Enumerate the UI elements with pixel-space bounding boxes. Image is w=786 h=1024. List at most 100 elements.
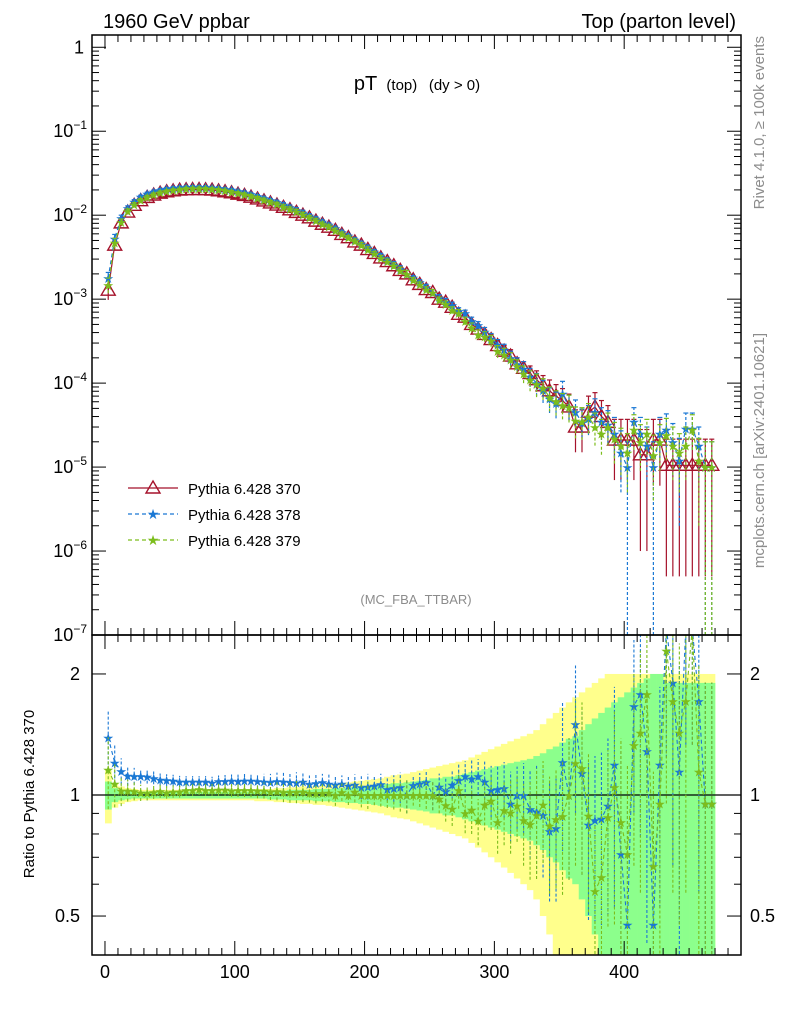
data-point — [366, 245, 383, 260]
ratio-point: ★ — [265, 785, 277, 800]
y-tick-label-exp: −1 — [73, 118, 87, 132]
ratio-point: ★ — [615, 848, 627, 863]
ratio-point: ★ — [609, 759, 621, 774]
data-point: ★ — [219, 185, 231, 200]
legend-label-379: Pythia 6.428 379 — [188, 533, 301, 550]
ratio-point: ★ — [349, 785, 361, 800]
ratio-point: ★ — [356, 789, 368, 804]
y-tick-label-exp: −3 — [73, 286, 87, 300]
data-point: ★ — [239, 188, 251, 203]
ratio-point: ★ — [609, 781, 621, 796]
ratio-point: ★ — [200, 776, 212, 791]
ratio-point: ★ — [193, 776, 205, 791]
data-point: ★ — [362, 242, 374, 257]
ratio-point: ★ — [291, 786, 303, 801]
data-point: ★ — [304, 211, 316, 226]
ratio-point: ★ — [258, 784, 270, 799]
ratio-point: ★ — [232, 775, 244, 790]
data-point: ★ — [609, 432, 621, 447]
ratio-point: ★ — [570, 757, 582, 772]
ratio-point: ★ — [706, 798, 718, 813]
ratio-point: ★ — [394, 789, 406, 804]
data-point: ★ — [706, 461, 718, 476]
data-point: ★ — [141, 191, 153, 206]
data-point — [450, 305, 467, 321]
band-green-bin — [533, 756, 541, 846]
data-point: ★ — [570, 406, 582, 421]
plot-title-cond: (dy > 0) — [429, 77, 480, 94]
ratio-point: ★ — [245, 775, 257, 790]
ratio-point: ★ — [615, 816, 627, 831]
ratio-point: ★ — [641, 688, 653, 703]
data-point: ★ — [226, 186, 238, 201]
ratio-point: ★ — [128, 785, 140, 800]
ratio-point: ★ — [602, 800, 614, 815]
axis-tick-labels: 110−110−210−310−410−510−610−70 100 200 300 4… — [53, 37, 775, 982]
data-point — [346, 233, 364, 248]
data-point — [418, 281, 435, 296]
x-tick-label: 400 — [609, 962, 639, 982]
x-tick-label: 200 — [350, 962, 380, 982]
ratio-point: ★ — [440, 799, 452, 814]
data-point: ★ — [284, 203, 296, 218]
ratio-point: ★ — [440, 785, 452, 800]
ratio-point: ★ — [343, 789, 355, 804]
data-point: ★ — [245, 190, 257, 205]
data-point — [119, 203, 136, 218]
ratio-point: ★ — [167, 774, 179, 789]
ratio-point: ★ — [654, 798, 666, 813]
ratio-point: ★ — [446, 803, 458, 818]
legend-label-378: Pythia 6.428 378 — [188, 507, 301, 524]
data-point — [372, 249, 390, 264]
data-point: ★ — [466, 321, 478, 336]
data-point: ★ — [498, 348, 510, 363]
data-point — [625, 431, 643, 446]
data-point: ★ — [544, 391, 556, 406]
data-point: ★ — [570, 414, 582, 429]
ratio-point: ★ — [693, 766, 705, 781]
data-point: ★ — [154, 186, 166, 201]
ratio-point: ★ — [427, 789, 439, 804]
data-point: ★ — [297, 208, 309, 223]
ratio-point: ★ — [122, 769, 134, 784]
ratio-point: ★ — [485, 784, 497, 799]
ratio-point: ★ — [583, 810, 595, 825]
data-point: ★ — [563, 401, 575, 416]
data-point — [703, 456, 721, 471]
ratio-point: ★ — [661, 645, 673, 660]
ratio-point: ★ — [206, 776, 218, 791]
data-point: ★ — [693, 454, 705, 469]
ratio-point: ★ — [174, 786, 186, 801]
y-tick-label-base: 10 — [53, 205, 73, 225]
ratio-point: ★ — [433, 793, 445, 808]
legend-entry-379: ★ Pythia 6.428 379 — [128, 533, 301, 550]
ratio-point: ★ — [206, 784, 218, 799]
band-green-bin — [650, 673, 657, 955]
ratio-point: ★ — [102, 764, 114, 779]
y-tick-label: 10−4 — [53, 370, 87, 393]
ratio-point: ★ — [219, 775, 231, 790]
axis-ticks — [91, 35, 742, 956]
series-line-2 — [107, 187, 712, 468]
data-point — [392, 262, 409, 277]
data-point: ★ — [427, 287, 439, 302]
ratio-point: ★ — [699, 798, 711, 813]
data-point: ★ — [362, 244, 374, 259]
legend-entry-370: Pythia 6.428 370 — [128, 479, 301, 498]
ratio-point: ★ — [115, 765, 127, 780]
data-point: ★ — [258, 194, 270, 209]
data-point: ★ — [128, 199, 140, 214]
ratio-point: ★ — [141, 771, 153, 786]
data-point: ★ — [330, 224, 342, 239]
ratio-point: ★ — [635, 727, 647, 742]
ratio-point: ★ — [226, 775, 238, 790]
data-point: ★ — [472, 319, 484, 334]
band-green-bin — [689, 682, 696, 955]
ratio-point: ★ — [368, 779, 380, 794]
band-green-bin — [448, 776, 456, 816]
data-point: ★ — [674, 446, 686, 461]
y-tick-label: 10−3 — [53, 286, 87, 309]
data-point: ★ — [446, 304, 458, 319]
data-point: ★ — [576, 415, 588, 430]
ratio-point: ★ — [304, 787, 316, 802]
